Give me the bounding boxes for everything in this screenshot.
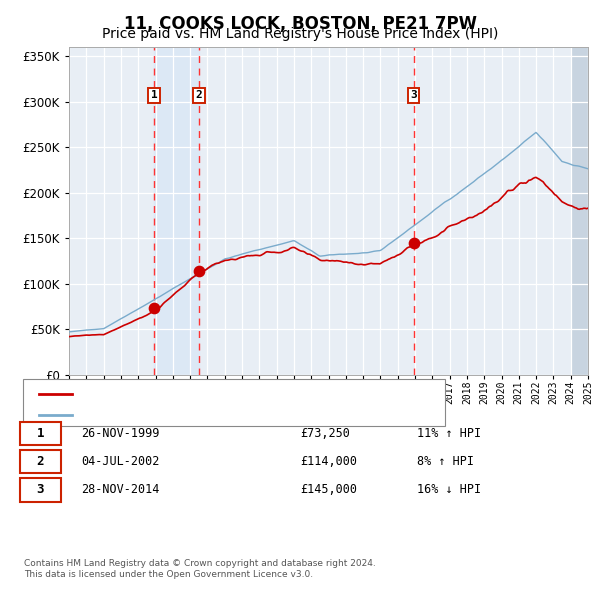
Text: 8% ↑ HPI: 8% ↑ HPI [417, 455, 474, 468]
Text: 3: 3 [410, 90, 417, 100]
Text: 3: 3 [37, 483, 44, 496]
Text: £145,000: £145,000 [300, 483, 357, 496]
Text: 11% ↑ HPI: 11% ↑ HPI [417, 427, 481, 440]
Bar [154, 47, 199, 375]
Text: 28-NOV-2014: 28-NOV-2014 [81, 483, 160, 496]
Point [409, 238, 418, 247]
Text: This data is licensed under the Open Government Licence v3.0.: This data is licensed under the Open Gov… [24, 571, 313, 579]
Text: 2: 2 [37, 455, 44, 468]
Text: Price paid vs. HM Land Registry's House Price Index (HPI): Price paid vs. HM Land Registry's House … [102, 27, 498, 41]
Text: £114,000: £114,000 [300, 455, 357, 468]
Text: 26-NOV-1999: 26-NOV-1999 [81, 427, 160, 440]
Text: HPI: Average price, detached house, Boston: HPI: Average price, detached house, Bost… [78, 410, 341, 419]
Text: £73,250: £73,250 [300, 427, 350, 440]
Text: Contains HM Land Registry data © Crown copyright and database right 2024.: Contains HM Land Registry data © Crown c… [24, 559, 376, 568]
Bar [571, 47, 588, 375]
Point [194, 266, 203, 276]
Text: 16% ↓ HPI: 16% ↓ HPI [417, 483, 481, 496]
Text: 1: 1 [37, 427, 44, 440]
Text: 1: 1 [151, 90, 157, 100]
Text: 04-JUL-2002: 04-JUL-2002 [81, 455, 160, 468]
Text: 2: 2 [196, 90, 202, 100]
Text: 11, COOKS LOCK, BOSTON, PE21 7PW: 11, COOKS LOCK, BOSTON, PE21 7PW [124, 15, 476, 33]
Text: 11, COOKS LOCK, BOSTON, PE21 7PW (detached house): 11, COOKS LOCK, BOSTON, PE21 7PW (detach… [78, 389, 384, 398]
Point [149, 303, 159, 313]
